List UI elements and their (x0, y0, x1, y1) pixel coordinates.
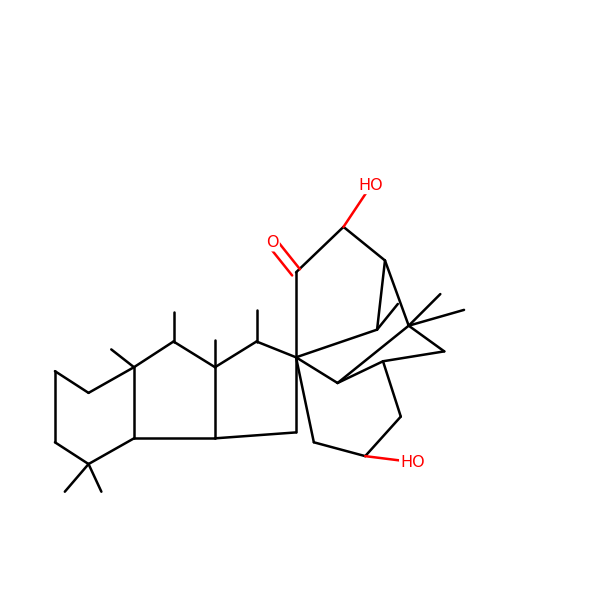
Text: HO: HO (400, 455, 425, 470)
Text: HO: HO (359, 178, 383, 193)
Text: O: O (266, 235, 278, 250)
